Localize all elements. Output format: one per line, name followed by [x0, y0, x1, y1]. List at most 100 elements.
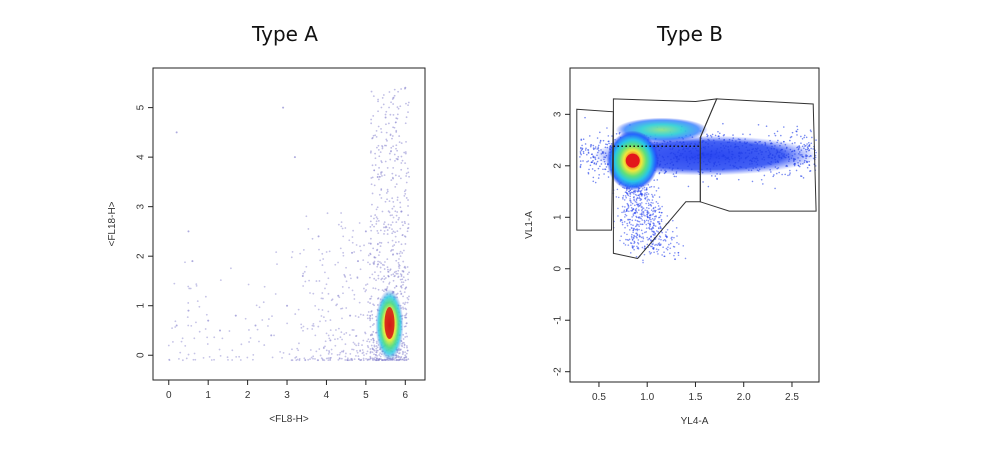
data-point — [660, 211, 663, 214]
data-point — [779, 144, 781, 147]
data-point — [386, 286, 389, 288]
data-point — [768, 162, 771, 165]
data-point — [693, 161, 696, 164]
data-point — [595, 163, 597, 166]
data-point — [406, 296, 409, 299]
data-point — [376, 146, 378, 149]
data-point — [725, 145, 727, 147]
data-point — [403, 194, 406, 197]
data-point — [630, 227, 633, 229]
data-point — [677, 254, 680, 257]
data-point — [590, 161, 593, 164]
data-point — [593, 156, 596, 158]
data-point — [781, 148, 783, 151]
data-point — [808, 149, 811, 151]
data-point — [807, 145, 809, 148]
data-point — [362, 259, 365, 262]
data-point — [588, 135, 591, 137]
data-point — [603, 173, 605, 175]
data-point — [344, 355, 347, 358]
data-point — [660, 243, 662, 246]
data-point — [375, 223, 378, 225]
data-point — [367, 338, 370, 341]
data-point — [348, 286, 350, 289]
data-point — [345, 332, 348, 334]
data-point — [641, 206, 643, 208]
data-point — [377, 277, 380, 280]
data-point — [328, 250, 331, 253]
data-point — [629, 218, 631, 221]
data-point — [394, 210, 397, 213]
data-point — [791, 154, 794, 157]
data-point — [384, 288, 387, 291]
data-point — [624, 206, 626, 208]
data-point — [650, 209, 653, 212]
data-point — [171, 327, 173, 329]
data-point — [398, 352, 401, 354]
data-point — [647, 210, 649, 213]
data-point — [664, 163, 667, 166]
data-point — [291, 250, 294, 253]
data-point — [378, 155, 381, 158]
data-point — [400, 344, 403, 347]
data-point — [658, 242, 661, 244]
data-point — [359, 359, 361, 362]
data-point — [398, 267, 401, 270]
data-point — [727, 157, 730, 160]
data-point — [632, 237, 635, 240]
data-point — [273, 334, 275, 337]
data-point — [645, 187, 648, 189]
data-point — [774, 145, 776, 147]
data-point — [392, 279, 395, 282]
data-point — [801, 153, 803, 156]
data-point — [713, 163, 716, 166]
data-point — [760, 151, 762, 153]
data-point — [328, 351, 331, 354]
data-point — [584, 116, 586, 119]
data-point — [673, 157, 675, 159]
data-point — [749, 133, 751, 136]
data-point — [639, 223, 642, 226]
data-point — [639, 190, 642, 193]
data-point — [226, 356, 229, 359]
data-point — [628, 238, 631, 241]
data-point — [317, 325, 320, 328]
data-point — [633, 199, 635, 202]
data-point — [805, 154, 807, 156]
data-point — [398, 141, 401, 144]
data-point — [349, 359, 351, 361]
data-point — [682, 145, 685, 147]
data-point — [594, 169, 596, 172]
data-point — [365, 352, 368, 355]
data-point — [597, 177, 600, 179]
data-point — [387, 241, 390, 244]
data-point — [627, 218, 629, 221]
data-point — [379, 270, 382, 273]
data-point — [668, 243, 670, 246]
data-point — [652, 243, 654, 245]
data-point — [694, 158, 696, 161]
data-point — [352, 348, 355, 351]
data-point — [756, 169, 759, 172]
data-point — [376, 175, 379, 178]
data-point — [187, 285, 190, 288]
data-point — [720, 146, 722, 149]
data-point — [587, 151, 590, 154]
data-point — [657, 221, 660, 223]
data-point — [321, 309, 324, 311]
data-point — [230, 267, 232, 270]
data-point — [310, 356, 313, 359]
data-point — [248, 329, 250, 331]
data-point — [380, 171, 383, 173]
data-point — [369, 325, 372, 328]
data-point — [321, 264, 324, 266]
data-point — [606, 143, 609, 146]
data-point — [580, 147, 582, 150]
data-point — [342, 350, 345, 353]
data-point — [648, 237, 651, 240]
data-point — [382, 94, 385, 96]
data-point — [771, 157, 773, 160]
x-tick-label: 6 — [403, 390, 409, 401]
data-point — [789, 148, 792, 151]
data-point — [368, 242, 370, 245]
